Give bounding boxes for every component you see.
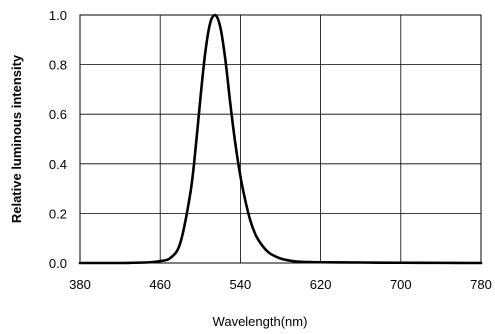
x-tick-label: 620 bbox=[310, 277, 332, 292]
x-tick-label: 700 bbox=[390, 277, 412, 292]
y-tick-label: 0.4 bbox=[49, 157, 67, 172]
spectrum-curve-0 bbox=[78, 13, 483, 265]
x-tick-label: 780 bbox=[470, 277, 492, 292]
x-tick-label: 380 bbox=[69, 277, 91, 292]
plot-area bbox=[80, 15, 481, 263]
curve-layer bbox=[78, 13, 483, 265]
plot-frame bbox=[79, 14, 482, 264]
y-axis-title: Relative luminous intensity bbox=[9, 54, 24, 223]
y-tick-labels: 0.0 0.2 0.4 0.6 0.8 1.0 bbox=[49, 8, 67, 271]
y-tick-label: 0.2 bbox=[49, 206, 67, 221]
y-tick-label: 0.8 bbox=[49, 58, 67, 73]
grid-lines bbox=[80, 15, 481, 263]
y-tick-label: 0.6 bbox=[49, 107, 67, 122]
y-tick-label: 0.0 bbox=[49, 256, 67, 271]
x-axis-title: Wavelength(nm) bbox=[213, 314, 308, 329]
y-tick-label: 1.0 bbox=[49, 8, 67, 23]
x-tick-label: 460 bbox=[149, 277, 171, 292]
x-tick-label: 540 bbox=[230, 277, 252, 292]
x-tick-labels: 380 460 540 620 700 780 bbox=[69, 277, 492, 292]
